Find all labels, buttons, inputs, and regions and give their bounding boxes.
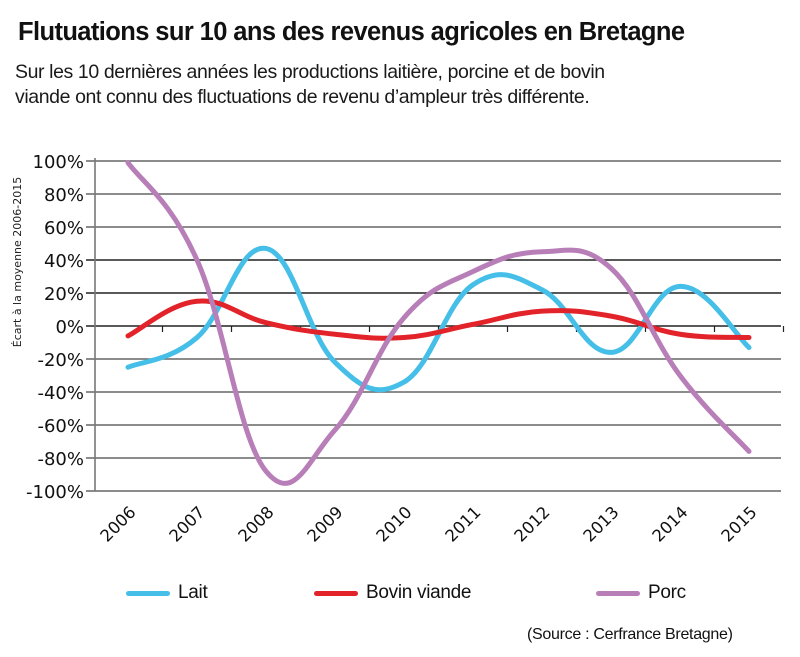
- y-tick-label: -40%: [37, 383, 84, 404]
- y-tick-label: -80%: [37, 449, 84, 470]
- legend-item-bovin-viande: Bovin viande: [314, 582, 472, 604]
- x-tick-label: 2010: [373, 503, 416, 546]
- series-lines: [125, 160, 752, 486]
- y-tick-label: -100%: [26, 482, 84, 503]
- legend-swatch-bovin-viande: [314, 590, 358, 596]
- subtitle-line-1: Sur les 10 dernières années les producti…: [15, 61, 605, 83]
- legend-item-porc: Porc: [596, 582, 686, 604]
- grid: [86, 160, 781, 492]
- series-line-bovin-viande: [125, 298, 752, 341]
- legend-label-lait: Lait: [178, 582, 208, 603]
- x-labels: 2006 2007 2008 2009 2010 2011 2012 2013 2014 2015: [97, 503, 761, 546]
- y-tick-label: -20%: [37, 350, 84, 371]
- y-axis-title-group: Écart à la moyenne 2006-2015: [11, 177, 24, 348]
- legend-swatch-porc: [596, 590, 640, 596]
- subtitle-line-2: viande ont connu des fluctuations de rev…: [15, 86, 590, 108]
- x-ticks: [161, 326, 785, 332]
- x-tick-label: 2006: [97, 503, 140, 546]
- legend-item-lait: Lait: [126, 582, 208, 604]
- chart-subtitle: Sur les 10 dernières années les producti…: [15, 60, 775, 110]
- y-ticks: 100% 80% 60% 40% 20% 0% -20% -40% -60% -80% -100%: [26, 152, 84, 503]
- legend-swatch-lait: [126, 590, 170, 596]
- x-tick-label: 2011: [442, 503, 485, 546]
- y-tick-label: 20%: [44, 284, 84, 305]
- x-tick-label: 2014: [649, 503, 692, 546]
- x-tick-label: 2008: [235, 503, 278, 546]
- series-line-porc: [125, 160, 752, 486]
- series-line-lait: [125, 245, 752, 393]
- x-tick-label: 2012: [511, 503, 554, 546]
- y-tick-label: 80%: [44, 185, 84, 206]
- source-note: (Source : Cerfrance Bretagne): [527, 626, 733, 643]
- y-axis-title: Écart à la moyenne 2006-2015: [11, 177, 24, 348]
- y-tick-label: 0%: [55, 317, 84, 338]
- x-tick-label: 2013: [580, 503, 623, 546]
- y-tick-label: 100%: [33, 152, 84, 173]
- x-tick-label: 2009: [304, 503, 347, 546]
- y-tick-label: -60%: [37, 416, 84, 437]
- chart-title: Flutuations sur 10 ans des revenus agric…: [18, 18, 685, 46]
- legend-label-bovin-viande: Bovin viande: [366, 582, 472, 603]
- y-tick-label: 40%: [44, 251, 84, 272]
- x-tick-label: 2015: [718, 503, 761, 546]
- y-tick-label: 60%: [44, 218, 84, 239]
- legend-label-porc: Porc: [648, 582, 686, 603]
- x-tick-label: 2007: [166, 503, 209, 546]
